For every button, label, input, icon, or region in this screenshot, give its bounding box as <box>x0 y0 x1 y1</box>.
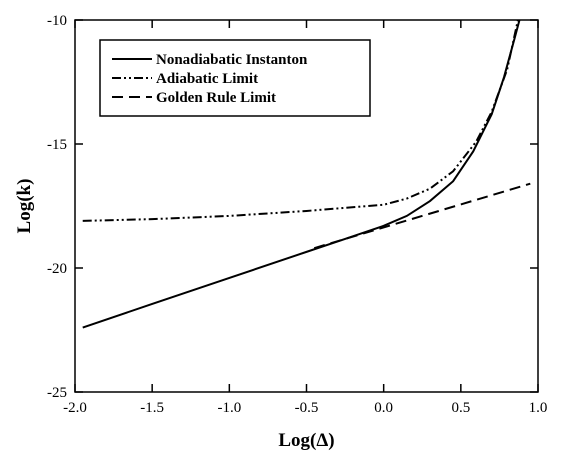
series-line-2 <box>313 182 531 250</box>
x-tick-label: -0.5 <box>295 400 319 416</box>
legend-label-1: Adiabatic Limit <box>156 71 258 87</box>
x-axis-label: Log(Δ) <box>278 430 334 451</box>
y-axis-label: Log(k) <box>14 179 35 234</box>
x-tick-label: -2.0 <box>63 400 87 416</box>
y-tick-label: -10 <box>47 13 67 29</box>
y-tick-label: -15 <box>47 137 67 153</box>
x-tick-label: -1.0 <box>217 400 241 416</box>
legend-box <box>99 39 371 117</box>
legend-label-0: Nonadiabatic Instanton <box>156 52 308 68</box>
x-tick-label: -1.5 <box>140 400 164 416</box>
series-line-1 <box>82 20 519 222</box>
x-tick-label: 0.5 <box>451 400 470 416</box>
legend: Nonadiabatic Instanton Adiabatic Limit Gol… <box>99 39 371 117</box>
y-tick-label: -25 <box>47 385 67 401</box>
y-tick-label: -20 <box>47 261 67 277</box>
x-tick-label: 1.0 <box>529 400 548 416</box>
x-tick-label: 0.0 <box>374 400 393 416</box>
legend-label-2: Golden Rule Limit <box>156 90 276 106</box>
series-line-0 <box>82 20 521 329</box>
